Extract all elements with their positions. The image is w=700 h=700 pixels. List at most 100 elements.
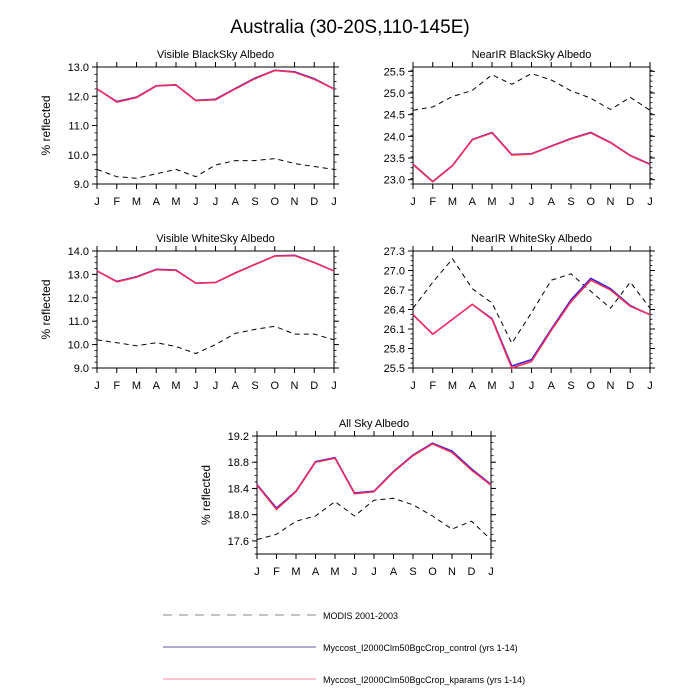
xtick-label: F	[429, 380, 436, 392]
xtick-label: J	[94, 196, 100, 208]
y-axis-label-visible-blacksky: % reflected	[39, 95, 53, 155]
xtick-label: J	[254, 566, 260, 578]
ytick-label: 11.0	[68, 121, 89, 133]
xtick-label: J	[410, 380, 416, 392]
ytick-label: 24.5	[384, 110, 405, 122]
xtick-label: M	[448, 196, 457, 208]
ytick-label: 19.2	[228, 431, 249, 443]
xtick-label: F	[429, 196, 436, 208]
ytick-label: 23.5	[384, 153, 405, 165]
xtick-label: A	[312, 566, 320, 578]
xtick-label: M	[487, 196, 496, 208]
figure-title: Australia (30-20S,110-145E)	[230, 17, 469, 38]
xtick-label: A	[153, 380, 161, 392]
xtick-label: J	[647, 380, 653, 392]
series-line-modis-visible-whitesky	[96, 325, 335, 354]
xtick-label: J	[213, 196, 219, 208]
xtick-label: A	[232, 380, 240, 392]
xtick-label: A	[390, 566, 398, 578]
series-line-modis-all-sky	[256, 497, 492, 541]
legend-label-control: Myccost_I2000Clm50BgcCrop_control (yrs 1…	[323, 643, 518, 653]
xtick-label: M	[448, 380, 457, 392]
ytick-label: 25.5	[384, 363, 405, 375]
xtick-label: N	[607, 196, 615, 208]
xtick-label: J	[509, 380, 515, 392]
ytick-label: 12.0	[68, 91, 89, 103]
panel-title-all-sky: All Sky Albedo	[339, 418, 409, 430]
legend-label-modis: MODIS 2001-2003	[323, 611, 398, 621]
xtick-label: A	[469, 196, 477, 208]
ytick-label: 14.0	[68, 246, 89, 258]
ytick-label: 27.0	[384, 266, 405, 278]
xtick-label: J	[331, 196, 337, 208]
xtick-label: A	[469, 380, 477, 392]
series-line-modis-visible-blacksky	[96, 158, 335, 179]
xtick-label: N	[448, 566, 456, 578]
chart-panel-nearir-whitesky: NearIR WhiteSky Albedo 25.5 25.8 26.1 26.4 26…	[384, 233, 655, 392]
series-line-control-all-sky	[256, 443, 492, 511]
ytick-label: 18.4	[228, 483, 249, 495]
xtick-label: J	[410, 196, 416, 208]
ytick-label: 12.0	[68, 293, 89, 305]
ytick-label: 18.0	[228, 510, 249, 522]
xtick-label: J	[94, 380, 100, 392]
ytick-label: 27.3	[384, 246, 405, 258]
xtick-label: O	[586, 196, 595, 208]
ytick-label: 26.4	[384, 305, 405, 317]
xtick-label: S	[567, 380, 574, 392]
xtick-label: F	[113, 196, 120, 208]
xtick-label: F	[113, 380, 120, 392]
xtick-label: J	[193, 196, 199, 208]
xtick-label: M	[330, 566, 339, 578]
xtick-label: J	[647, 196, 653, 208]
series-line-control-nearir-whitesky	[412, 279, 651, 369]
xtick-label: D	[468, 566, 476, 578]
xtick-label: N	[291, 380, 299, 392]
chart-panel-visible-whitesky: Visible WhiteSky Albedo 9.0 10.0 11.0 12.0 13…	[39, 233, 339, 392]
xtick-label: M	[291, 566, 300, 578]
xtick-label: A	[548, 380, 556, 392]
series-line-control-nearir-blacksky	[412, 132, 651, 183]
xtick-label: O	[270, 380, 279, 392]
series-line-control-visible-whitesky	[96, 254, 335, 285]
ytick-label: 13.0	[68, 269, 89, 281]
y-axis-label-all-sky: % reflected	[199, 465, 213, 525]
panel-title-visible-whitesky: Visible WhiteSky Albedo	[156, 233, 274, 245]
xtick-label: J	[529, 380, 535, 392]
ytick-label: 25.8	[384, 344, 405, 356]
xtick-label: O	[270, 196, 279, 208]
ytick-label: 11.0	[68, 316, 89, 328]
ytick-label: 13.0	[68, 62, 89, 74]
series-line-modis-nearir-blacksky	[412, 73, 651, 111]
xtick-label: J	[331, 380, 337, 392]
ytick-label: 25.0	[384, 88, 405, 100]
xtick-label: J	[352, 566, 358, 578]
ytick-label: 17.6	[228, 536, 249, 548]
xtick-label: N	[291, 196, 299, 208]
xtick-label: O	[428, 566, 437, 578]
xtick-label: S	[251, 196, 258, 208]
xtick-label: A	[232, 196, 240, 208]
y-axis-label-visible-whitesky: % reflected	[39, 279, 53, 339]
panel-title-visible-blacksky: Visible BlackSky Albedo	[157, 49, 274, 61]
ytick-label: 18.8	[228, 457, 249, 469]
xtick-label: F	[273, 566, 280, 578]
xtick-label: M	[132, 380, 141, 392]
xtick-label: D	[310, 380, 318, 392]
xtick-label: M	[487, 380, 496, 392]
ytick-label: 26.7	[384, 285, 405, 297]
xtick-label: D	[310, 196, 318, 208]
chart-panel-visible-blacksky: Visible BlackSky Albedo 9.0 10.0 11.0 12.0 13…	[39, 49, 339, 208]
panels: Visible BlackSky Albedo 9.0 10.0 11.0 12.0 13…	[39, 49, 655, 578]
ytick-label: 23.0	[384, 175, 405, 187]
xtick-label: A	[548, 196, 556, 208]
xtick-label: J	[371, 566, 377, 578]
xtick-label: N	[607, 380, 615, 392]
ytick-label: 9.0	[74, 363, 89, 375]
xtick-label: J	[193, 380, 199, 392]
legend: MODIS 2001-2003 Myccost_I2000Clm50BgcCro…	[163, 611, 525, 685]
xtick-label: S	[409, 566, 416, 578]
